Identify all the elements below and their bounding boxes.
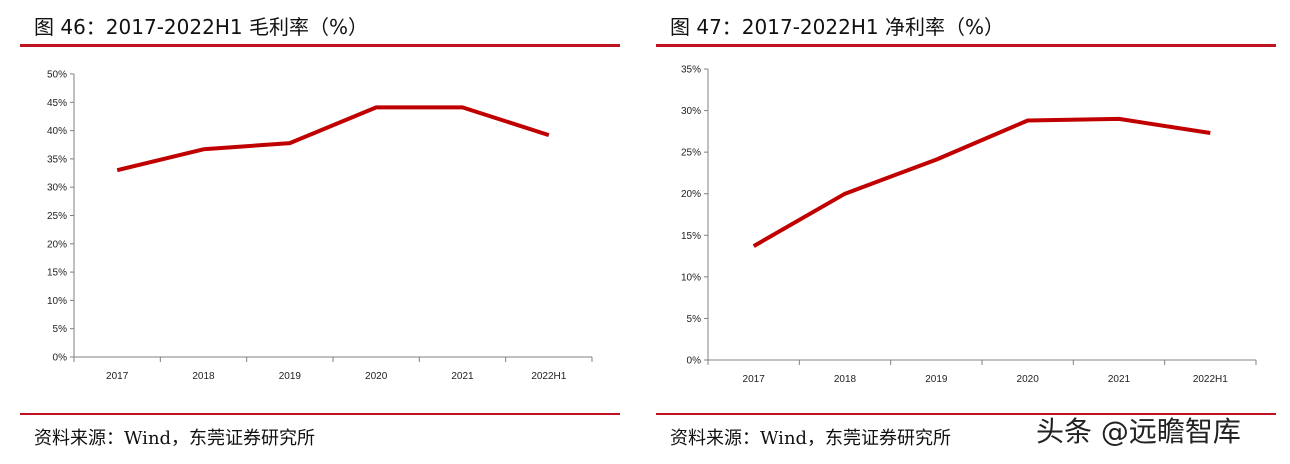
title-rule bbox=[20, 44, 620, 47]
x-tick-label: 2021 bbox=[451, 371, 474, 382]
x-tick-label: 2019 bbox=[279, 371, 302, 382]
x-tick-label: 2022H1 bbox=[1193, 374, 1228, 385]
y-tick-label: 0% bbox=[687, 356, 702, 367]
y-tick-label: 30% bbox=[681, 106, 701, 117]
source-rule bbox=[20, 413, 620, 415]
source-note: 资料来源：Wind，东莞证券研究所 bbox=[670, 428, 952, 449]
y-tick-label: 10% bbox=[681, 272, 701, 283]
x-tick-label: 2017 bbox=[106, 371, 129, 382]
title-rule bbox=[656, 44, 1276, 47]
y-tick-label: 0% bbox=[53, 353, 68, 364]
y-tick-label: 40% bbox=[47, 126, 67, 137]
y-tick-label: 10% bbox=[47, 296, 67, 307]
chart-title: 图 46：2017-2022H1 毛利率（%） bbox=[34, 15, 368, 39]
y-tick-label: 5% bbox=[687, 314, 702, 325]
x-tick-label: 2021 bbox=[1108, 374, 1131, 385]
y-tick-label: 50% bbox=[47, 70, 67, 81]
y-tick-label: 25% bbox=[47, 211, 67, 222]
source-note: 资料来源：Wind，东莞证券研究所 bbox=[34, 428, 316, 449]
net-margin-chart: 0% 5% 10% 15% 20% 25% 30% 35% 2017 2018 2019 2020 20… bbox=[681, 65, 1257, 385]
x-tick-label: 2018 bbox=[192, 371, 215, 382]
watermark: 头条 @远瞻智库 bbox=[1036, 415, 1241, 448]
series-line bbox=[116, 105, 550, 173]
chart-title: 图 47：2017-2022H1 净利率（%） bbox=[670, 15, 1004, 39]
y-tick-label: 30% bbox=[47, 183, 67, 194]
y-tick-label: 5% bbox=[53, 324, 68, 335]
x-tick-label: 2022H1 bbox=[531, 371, 566, 382]
y-tick-label: 20% bbox=[47, 239, 67, 250]
gross-margin-panel: 图 46：2017-2022H1 毛利率（%） 0% 5% 10% 15% 20% 25%… bbox=[20, 0, 620, 464]
y-tick-label: 35% bbox=[47, 154, 67, 165]
series-line bbox=[752, 116, 1211, 248]
x-tick-label: 2020 bbox=[1017, 374, 1040, 385]
source-rule bbox=[656, 413, 1276, 415]
x-tick-label: 2017 bbox=[743, 374, 766, 385]
y-tick-label: 25% bbox=[681, 148, 701, 159]
gross-margin-chart: 0% 5% 10% 15% 20% 25% 30% 35% 40% 45% 50% 2017 2018 2… bbox=[47, 70, 593, 382]
y-tick-label: 45% bbox=[47, 98, 67, 109]
y-tick-label: 20% bbox=[681, 189, 701, 200]
x-tick-label: 2020 bbox=[365, 371, 388, 382]
x-tick-label: 2018 bbox=[834, 374, 857, 385]
y-tick-label: 15% bbox=[681, 231, 701, 242]
net-margin-panel: 图 47：2017-2022H1 净利率（%） 0% 5% 10% 15% 20% 25%… bbox=[656, 0, 1276, 464]
y-tick-label: 35% bbox=[681, 65, 701, 76]
y-tick-label: 15% bbox=[47, 268, 67, 279]
x-tick-label: 2019 bbox=[925, 374, 948, 385]
